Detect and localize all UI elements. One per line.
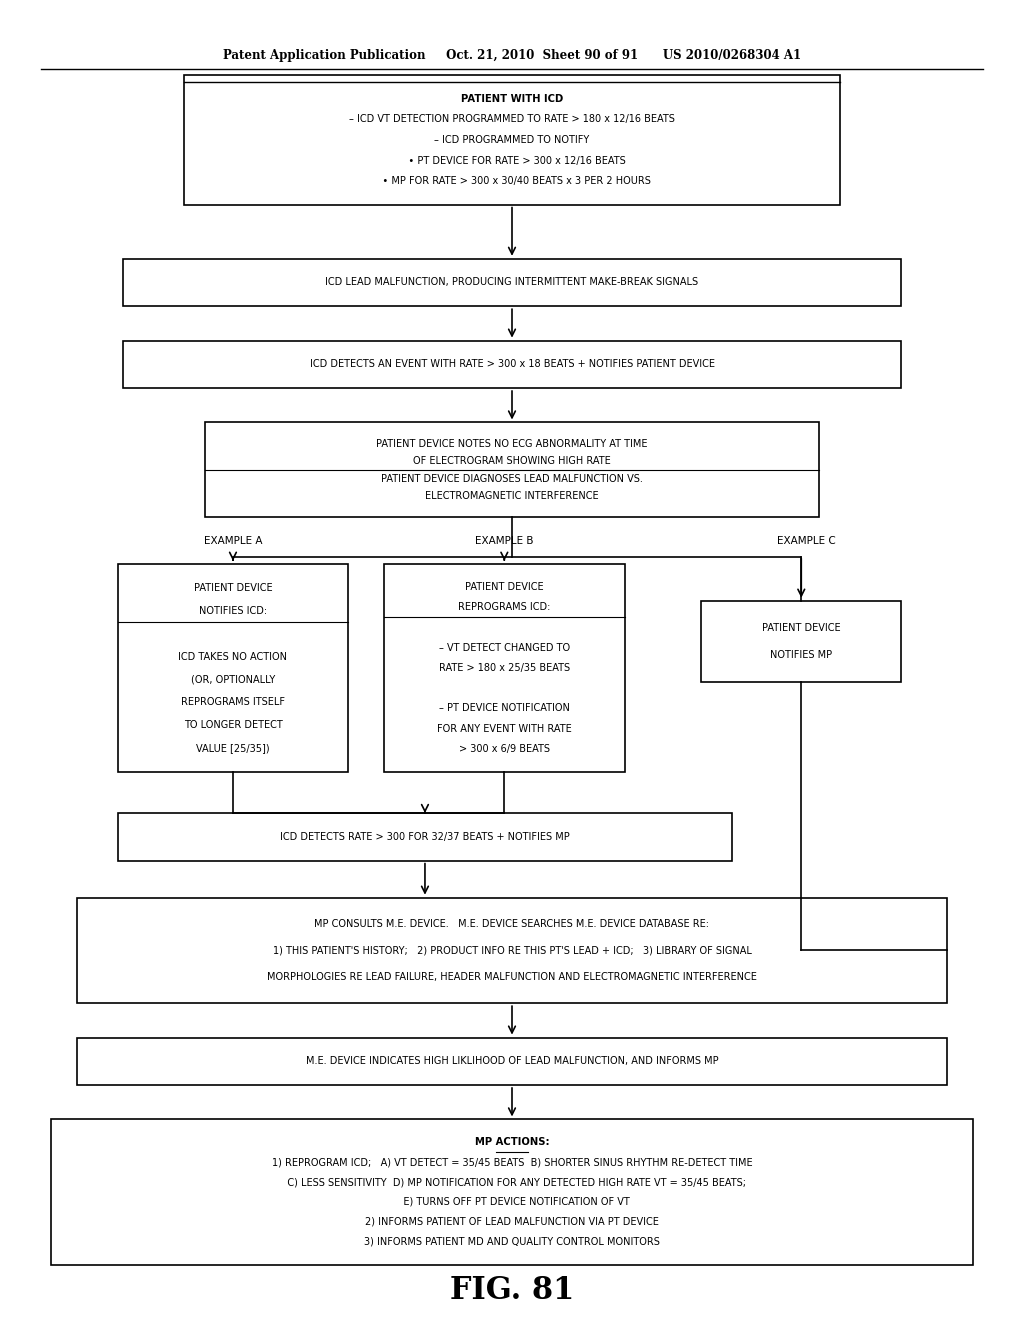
Bar xyxy=(205,422,819,517)
Text: MP ACTIONS:: MP ACTIONS: xyxy=(475,1138,549,1147)
Text: 1) THIS PATIENT'S HISTORY;   2) PRODUCT INFO RE THIS PT'S LEAD + ICD;   3) LIBRA: 1) THIS PATIENT'S HISTORY; 2) PRODUCT IN… xyxy=(272,945,752,956)
Bar xyxy=(123,259,901,306)
Text: ELECTROMAGNETIC INTERFERENCE: ELECTROMAGNETIC INTERFERENCE xyxy=(425,491,599,500)
Text: EXAMPLE A: EXAMPLE A xyxy=(204,536,262,546)
Text: > 300 x 6/9 BEATS: > 300 x 6/9 BEATS xyxy=(459,744,550,754)
Text: – VT DETECT CHANGED TO: – VT DETECT CHANGED TO xyxy=(438,643,570,652)
Text: ICD LEAD MALFUNCTION, PRODUCING INTERMITTENT MAKE-BREAK SIGNALS: ICD LEAD MALFUNCTION, PRODUCING INTERMIT… xyxy=(326,277,698,288)
Text: FOR ANY EVENT WITH RATE: FOR ANY EVENT WITH RATE xyxy=(437,723,571,734)
Text: NOTIFIES MP: NOTIFIES MP xyxy=(770,651,833,660)
Text: ICD DETECTS AN EVENT WITH RATE > 300 x 18 BEATS + NOTIFIES PATIENT DEVICE: ICD DETECTS AN EVENT WITH RATE > 300 x 1… xyxy=(309,359,715,370)
Text: PATIENT DEVICE: PATIENT DEVICE xyxy=(194,583,272,593)
Text: – ICD VT DETECTION PROGRAMMED TO RATE > 180 x 12/16 BEATS: – ICD VT DETECTION PROGRAMMED TO RATE > … xyxy=(349,115,675,124)
Text: REPROGRAMS ICD:: REPROGRAMS ICD: xyxy=(458,602,551,612)
Text: VALUE [25/35]): VALUE [25/35]) xyxy=(197,743,269,752)
Text: – PT DEVICE NOTIFICATION: – PT DEVICE NOTIFICATION xyxy=(439,704,569,713)
Text: PATIENT DEVICE: PATIENT DEVICE xyxy=(762,623,841,632)
Text: REPROGRAMS ITSELF: REPROGRAMS ITSELF xyxy=(181,697,285,708)
Text: MP CONSULTS M.E. DEVICE.   M.E. DEVICE SEARCHES M.E. DEVICE DATABASE RE:: MP CONSULTS M.E. DEVICE. M.E. DEVICE SEA… xyxy=(314,919,710,929)
Bar xyxy=(701,601,901,682)
Text: M.E. DEVICE INDICATES HIGH LIKLIHOOD OF LEAD MALFUNCTION, AND INFORMS MP: M.E. DEVICE INDICATES HIGH LIKLIHOOD OF … xyxy=(306,1056,718,1067)
Text: 3) INFORMS PATIENT MD AND QUALITY CONTROL MONITORS: 3) INFORMS PATIENT MD AND QUALITY CONTRO… xyxy=(365,1237,659,1246)
Text: MORPHOLOGIES RE LEAD FAILURE, HEADER MALFUNCTION AND ELECTROMAGNETIC INTERFERENC: MORPHOLOGIES RE LEAD FAILURE, HEADER MAL… xyxy=(267,972,757,982)
Text: PATIENT DEVICE DIAGNOSES LEAD MALFUNCTION VS.: PATIENT DEVICE DIAGNOSES LEAD MALFUNCTIO… xyxy=(381,474,643,483)
Text: (OR, OPTIONALLY: (OR, OPTIONALLY xyxy=(190,675,275,684)
Text: TO LONGER DETECT: TO LONGER DETECT xyxy=(183,719,283,730)
Text: OF ELECTROGRAM SHOWING HIGH RATE: OF ELECTROGRAM SHOWING HIGH RATE xyxy=(413,457,611,466)
Text: – ICD PROGRAMMED TO NOTIFY: – ICD PROGRAMMED TO NOTIFY xyxy=(434,135,590,145)
Text: Patent Application Publication     Oct. 21, 2010  Sheet 90 of 91      US 2010/02: Patent Application Publication Oct. 21, … xyxy=(223,49,801,62)
Text: EXAMPLE B: EXAMPLE B xyxy=(475,536,534,546)
Bar xyxy=(123,341,901,388)
Text: ICD DETECTS RATE > 300 FOR 32/37 BEATS + NOTIFIES MP: ICD DETECTS RATE > 300 FOR 32/37 BEATS +… xyxy=(281,832,569,842)
Bar xyxy=(77,898,947,1003)
Bar xyxy=(77,1038,947,1085)
Text: C) LESS SENSITIVITY  D) MP NOTIFICATION FOR ANY DETECTED HIGH RATE VT = 35/45 BE: C) LESS SENSITIVITY D) MP NOTIFICATION F… xyxy=(278,1177,746,1187)
Text: RATE > 180 x 25/35 BEATS: RATE > 180 x 25/35 BEATS xyxy=(438,663,570,673)
Text: • PT DEVICE FOR RATE > 300 x 12/16 BEATS: • PT DEVICE FOR RATE > 300 x 12/16 BEATS xyxy=(398,156,626,165)
Bar xyxy=(118,564,348,772)
Text: NOTIFIES ICD:: NOTIFIES ICD: xyxy=(199,606,267,616)
Text: PATIENT DEVICE: PATIENT DEVICE xyxy=(465,582,544,591)
Text: • MP FOR RATE > 300 x 30/40 BEATS x 3 PER 2 HOURS: • MP FOR RATE > 300 x 30/40 BEATS x 3 PE… xyxy=(373,176,651,186)
Bar xyxy=(118,813,732,861)
Bar xyxy=(184,75,840,205)
Text: PATIENT WITH ICD: PATIENT WITH ICD xyxy=(461,94,563,104)
Text: 1) REPROGRAM ICD;   A) VT DETECT = 35/45 BEATS  B) SHORTER SINUS RHYTHM RE-DETEC: 1) REPROGRAM ICD; A) VT DETECT = 35/45 B… xyxy=(271,1158,753,1167)
Text: ICD TAKES NO ACTION: ICD TAKES NO ACTION xyxy=(178,652,288,661)
Text: FIG. 81: FIG. 81 xyxy=(450,1275,574,1307)
Text: EXAMPLE C: EXAMPLE C xyxy=(777,536,836,546)
Text: PATIENT DEVICE NOTES NO ECG ABNORMALITY AT TIME: PATIENT DEVICE NOTES NO ECG ABNORMALITY … xyxy=(376,440,648,449)
Text: E) TURNS OFF PT DEVICE NOTIFICATION OF VT: E) TURNS OFF PT DEVICE NOTIFICATION OF V… xyxy=(394,1197,630,1206)
Bar xyxy=(51,1119,973,1265)
Text: 2) INFORMS PATIENT OF LEAD MALFUNCTION VIA PT DEVICE: 2) INFORMS PATIENT OF LEAD MALFUNCTION V… xyxy=(366,1217,658,1226)
Bar xyxy=(384,564,625,772)
